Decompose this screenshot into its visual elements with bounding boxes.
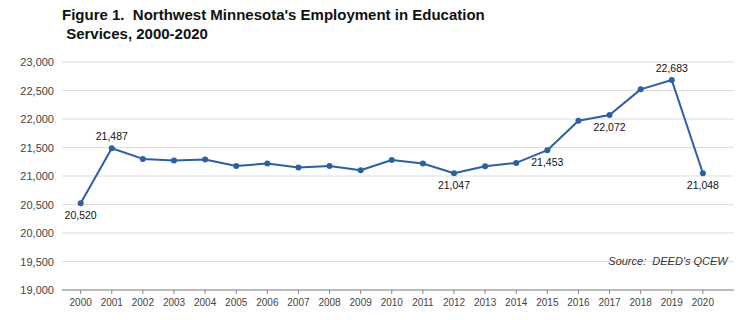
x-tick-label: 2014 bbox=[505, 297, 528, 308]
x-tick-label: 2006 bbox=[256, 297, 279, 308]
x-tick bbox=[702, 290, 703, 294]
x-tick bbox=[671, 290, 672, 294]
data-labels: 20,520 21,487 21,047 21,453 22,072 22,683 21,0… bbox=[65, 62, 719, 221]
y-tick-label: 22,000 bbox=[20, 113, 54, 125]
title-line: Services, 2000-2020 bbox=[62, 25, 208, 42]
x-tick bbox=[205, 290, 206, 294]
x-tick-label: 2016 bbox=[567, 297, 590, 308]
x-tick bbox=[174, 290, 175, 294]
grid-line bbox=[62, 176, 734, 177]
point bbox=[327, 163, 333, 169]
point bbox=[389, 157, 395, 163]
x-tick-label: 2000 bbox=[70, 297, 93, 308]
annotation: Source: DEED's QCEW bbox=[608, 255, 729, 267]
x-tick bbox=[142, 290, 143, 294]
data-label: 21,047 bbox=[438, 179, 470, 191]
x-tick-label: 2012 bbox=[443, 297, 466, 308]
point bbox=[669, 77, 675, 83]
x-tick-label: 2007 bbox=[287, 297, 310, 308]
grid-line bbox=[62, 119, 734, 120]
title-line: Figure 1. Northwest Minnesota's Employme… bbox=[62, 6, 485, 23]
line bbox=[81, 80, 703, 203]
x-tick bbox=[236, 290, 237, 294]
x-tick-label: 2002 bbox=[132, 297, 155, 308]
point bbox=[607, 112, 613, 118]
x-tick-label: 2018 bbox=[630, 297, 653, 308]
x-tick bbox=[298, 290, 299, 294]
point bbox=[264, 160, 270, 166]
x-tick bbox=[360, 290, 361, 294]
x-tick-label: 2011 bbox=[412, 297, 434, 308]
grid-line bbox=[62, 147, 734, 148]
y-tick-label: 20,500 bbox=[20, 199, 54, 211]
y-axis: 19,000 19,500 20,000 20,500 21,000 21,500 22,0… bbox=[20, 56, 734, 296]
x-tick-label: 2003 bbox=[163, 297, 186, 308]
point bbox=[420, 160, 426, 166]
y-tick-label: 20,000 bbox=[20, 227, 54, 239]
x-tick bbox=[454, 290, 455, 294]
chart: Figure 1. Northwest Minnesota's Employme… bbox=[0, 0, 756, 320]
x-tick bbox=[485, 290, 486, 294]
point bbox=[233, 163, 239, 169]
data-label: 21,048 bbox=[687, 179, 719, 191]
point bbox=[358, 167, 364, 173]
grid-line bbox=[62, 90, 734, 91]
point bbox=[700, 170, 706, 176]
point bbox=[575, 118, 581, 124]
x-tick bbox=[267, 290, 268, 294]
x-tick-label: 2017 bbox=[598, 297, 621, 308]
y-tick-label: 21,500 bbox=[20, 142, 54, 154]
data-label: 22,072 bbox=[593, 121, 625, 133]
point bbox=[544, 147, 550, 153]
data-label: 20,520 bbox=[65, 209, 97, 221]
x-tick-label: 2015 bbox=[536, 297, 559, 308]
x-tick-label: 2013 bbox=[474, 297, 497, 308]
point bbox=[638, 86, 644, 92]
point bbox=[171, 158, 177, 164]
x-tick bbox=[640, 290, 641, 294]
x-tick-label: 2008 bbox=[318, 297, 341, 308]
point bbox=[482, 163, 488, 169]
point bbox=[109, 145, 115, 151]
x-tick bbox=[547, 290, 548, 294]
x-axis-line bbox=[62, 290, 734, 291]
grid-line bbox=[62, 204, 734, 205]
point bbox=[78, 200, 84, 206]
data-label: 21,453 bbox=[531, 156, 563, 168]
data-label: 21,487 bbox=[96, 130, 128, 142]
x-tick-label: 2005 bbox=[225, 297, 248, 308]
x-tick bbox=[578, 290, 579, 294]
grid-line bbox=[62, 233, 734, 234]
x-tick bbox=[422, 290, 423, 294]
x-tick-label: 2010 bbox=[381, 297, 404, 308]
x-tick-label: 2004 bbox=[194, 297, 217, 308]
x-tick-label: 2009 bbox=[350, 297, 373, 308]
x-tick bbox=[329, 290, 330, 294]
x-tick bbox=[80, 290, 81, 294]
y-tick-label: 21,000 bbox=[20, 170, 54, 182]
y-tick-label: 19,000 bbox=[20, 284, 54, 296]
y-tick-label: 22,500 bbox=[20, 85, 54, 97]
x-tick bbox=[516, 290, 517, 294]
point bbox=[202, 156, 208, 162]
grid-line bbox=[62, 290, 734, 291]
title: Figure 1. Northwest Minnesota's Employme… bbox=[62, 6, 485, 42]
series bbox=[78, 77, 706, 206]
x-tick-label: 2020 bbox=[692, 297, 715, 308]
point bbox=[140, 156, 146, 162]
x-tick-label: 2001 bbox=[101, 297, 124, 308]
y-tick-label: 23,000 bbox=[20, 56, 54, 68]
point bbox=[295, 164, 301, 170]
x-tick-label: 2019 bbox=[661, 297, 684, 308]
x-tick bbox=[111, 290, 112, 294]
x-axis: 2000 2001 2002 2003 2004 2005 2006 2007 2008 2009… bbox=[62, 290, 734, 308]
data-label: 22,683 bbox=[656, 62, 688, 74]
x-tick bbox=[391, 290, 392, 294]
x-tick bbox=[609, 290, 610, 294]
y-tick-label: 19,500 bbox=[20, 256, 54, 268]
point bbox=[513, 160, 519, 166]
grid-line bbox=[62, 62, 734, 63]
point bbox=[451, 170, 457, 176]
